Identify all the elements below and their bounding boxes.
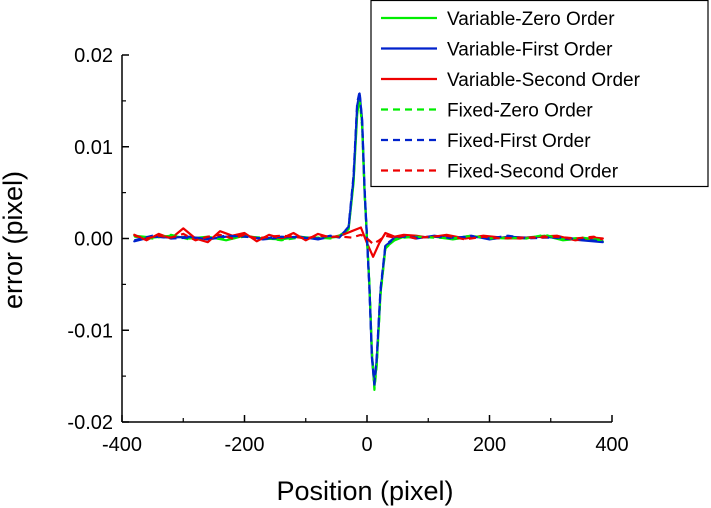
y-tick-label: 0.01 <box>74 137 113 159</box>
series-layer <box>133 90 604 391</box>
y-tick-label: 0.00 <box>74 229 113 251</box>
series-clip-group <box>133 90 604 391</box>
x-tick-label: 0 <box>361 434 372 456</box>
x-tick-label: -400 <box>102 434 142 456</box>
y-axis-title: error (pixel) <box>0 171 28 309</box>
y-tick-label: -0.02 <box>67 412 113 434</box>
legend-label-4: Fixed-First Order <box>447 131 591 152</box>
axes-layer: -400 -200 0 200 400 -0.02 -0.01 0.00 0.01 0.02 <box>67 45 628 456</box>
x-tick-label: 400 <box>595 434 628 456</box>
y-tick-label: -0.01 <box>67 320 113 342</box>
x-tick-label: -200 <box>224 434 264 456</box>
x-axis-title: Position (pixel) <box>276 476 453 506</box>
x-tick-label: 200 <box>473 434 506 456</box>
series-line-4 <box>134 90 603 385</box>
legend-box <box>370 0 709 188</box>
legend-label-0: Variable-Zero Order <box>447 9 615 30</box>
legend-label-2: Variable-Second Order <box>447 70 641 91</box>
legend-label-3: Fixed-Zero Order <box>447 101 593 122</box>
legend-label-5: Fixed-Second Order <box>447 162 619 183</box>
legend-label-1: Variable-First Order <box>447 40 613 61</box>
y-tick-label: 0.02 <box>74 45 113 67</box>
legend: Variable-Zero Order Variable-First Order V… <box>370 0 709 188</box>
series-line-5 <box>134 232 604 246</box>
